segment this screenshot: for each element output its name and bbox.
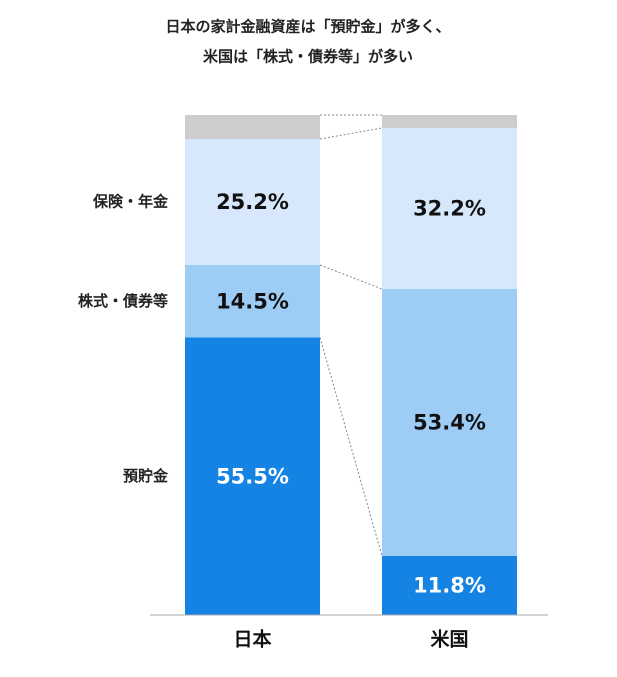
series-label: 預貯金 <box>123 467 169 485</box>
value-label: 55.5% <box>216 464 289 488</box>
bar-segment <box>185 139 320 265</box>
connector <box>319 337 383 557</box>
series-label: 株式・債券等 <box>78 292 168 310</box>
bar-segment <box>382 128 517 289</box>
bar-segment <box>185 115 320 139</box>
bar-segment <box>185 337 320 615</box>
value-label: 25.2% <box>216 190 289 214</box>
chart-title: 日本の家計金融資産は「預貯金」が多く、 <box>165 18 450 36</box>
series-label: 保険・年金 <box>92 193 169 211</box>
connector <box>319 264 383 290</box>
connector <box>319 127 383 140</box>
value-label: 53.4% <box>413 411 486 435</box>
value-label: 11.8% <box>413 574 486 598</box>
bar-segment <box>382 556 517 615</box>
bar-segment <box>185 265 320 338</box>
chart-title: 米国は「株式・債券等」が多い <box>203 48 413 66</box>
x-tick-label: 米国 <box>430 628 468 651</box>
value-label: 32.2% <box>413 197 486 221</box>
bar-segment <box>382 289 517 556</box>
x-tick-label: 日本 <box>233 628 271 651</box>
value-label: 14.5% <box>216 289 289 313</box>
bar-segment <box>382 115 517 128</box>
